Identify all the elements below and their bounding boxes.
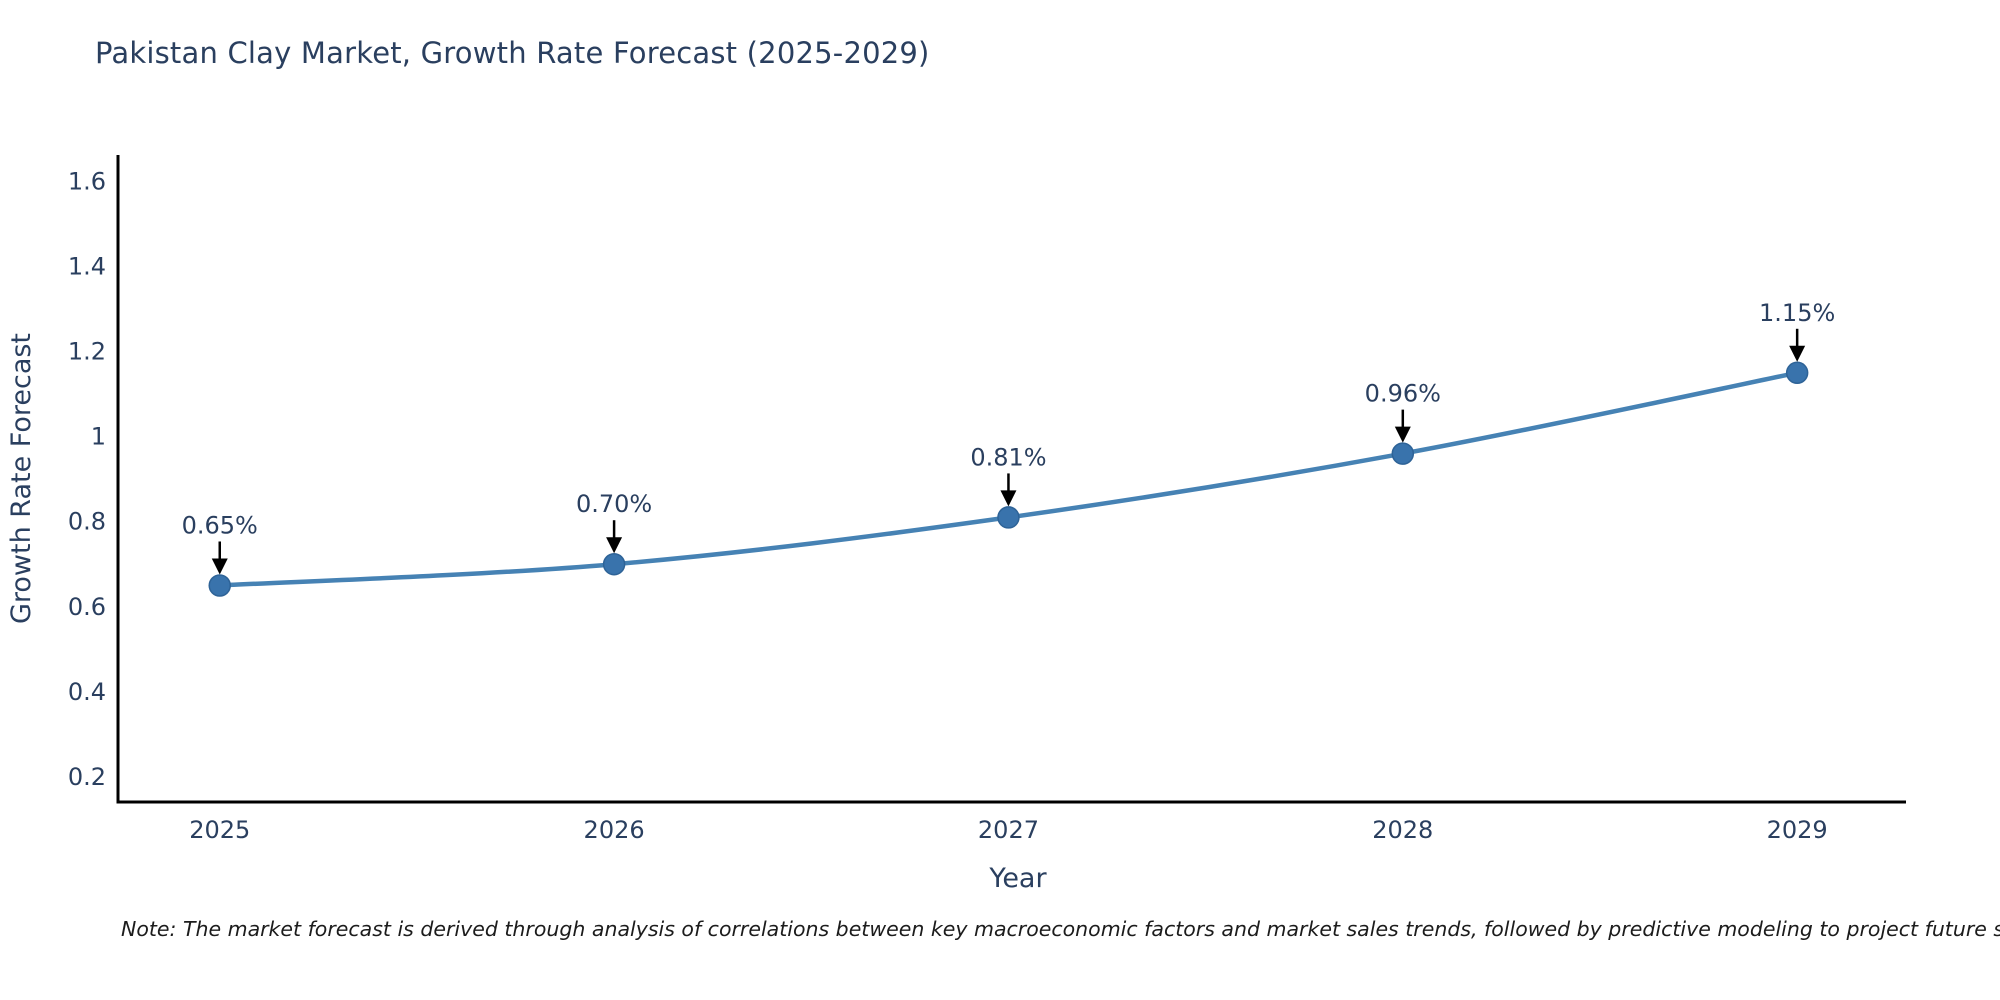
point-annotation-label: 0.70% bbox=[576, 490, 652, 518]
y-tick-label: 1.4 bbox=[68, 252, 106, 280]
annotation-arrowhead bbox=[211, 558, 228, 575]
y-tick-label: 1 bbox=[91, 423, 106, 451]
annotation-arrowhead bbox=[606, 537, 623, 554]
point-annotation-label: 0.81% bbox=[970, 443, 1046, 471]
y-tick-label: 0.8 bbox=[68, 508, 106, 536]
data-point-marker bbox=[1785, 361, 1809, 385]
data-point-marker bbox=[1391, 442, 1415, 465]
data-point-marker bbox=[208, 574, 231, 597]
y-tick-label: 1.6 bbox=[68, 167, 106, 195]
x-axis-title: Year bbox=[988, 863, 1047, 894]
annotation-arrowhead bbox=[1000, 490, 1017, 507]
x-tick-label: 2029 bbox=[1767, 816, 1828, 844]
y-tick-label: 0.2 bbox=[68, 763, 106, 791]
data-point-marker bbox=[997, 506, 1020, 529]
point-annotation-label: 1.15% bbox=[1759, 299, 1835, 327]
chart-footnote: Note: The market forecast is derived thr… bbox=[121, 917, 2000, 941]
x-tick-label: 2028 bbox=[1372, 816, 1433, 844]
chart-title: Pakistan Clay Market, Growth Rate Foreca… bbox=[95, 36, 930, 70]
x-tick-label: 2025 bbox=[189, 816, 250, 844]
x-tick-label: 2027 bbox=[978, 816, 1039, 844]
point-annotation-label: 0.65% bbox=[182, 511, 258, 539]
y-tick-label: 0.6 bbox=[68, 593, 106, 621]
point-annotation-label: 0.96% bbox=[1365, 380, 1441, 408]
data-point-marker bbox=[602, 552, 626, 576]
y-tick-label: 1.2 bbox=[68, 338, 106, 366]
y-axis-title: Growth Rate Forecast bbox=[6, 333, 37, 624]
annotation-arrowhead bbox=[1789, 345, 1806, 362]
y-tick-label: 0.4 bbox=[68, 678, 106, 706]
annotation-arrowhead bbox=[1394, 426, 1411, 443]
x-tick-label: 2026 bbox=[584, 816, 645, 844]
